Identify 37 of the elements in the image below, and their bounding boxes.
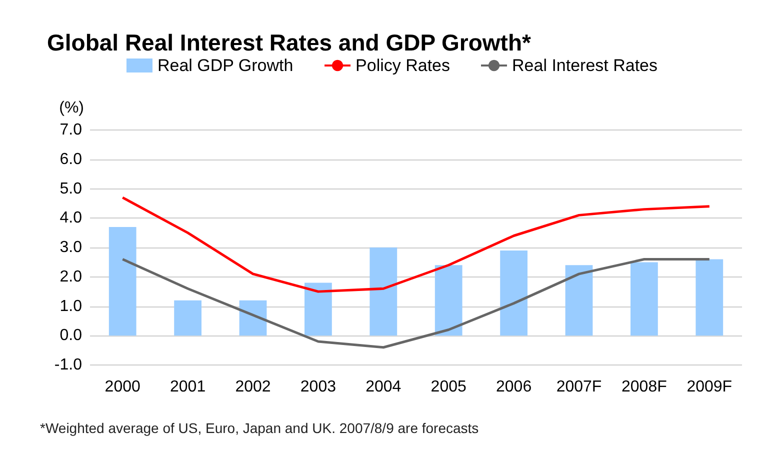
x-tick-label: 2003: [300, 378, 336, 396]
bar: [696, 259, 724, 336]
bar: [630, 262, 658, 336]
y-tick-label: 4.0: [60, 210, 82, 227]
legend-label: Real GDP Growth: [157, 56, 294, 75]
x-tick-label: 2004: [366, 378, 402, 396]
x-tick-label: 2001: [170, 378, 206, 396]
y-tick-label: 6.0: [60, 150, 82, 168]
bar: [500, 250, 528, 336]
y-tick-label: 1.0: [60, 298, 82, 315]
bar: [239, 300, 267, 336]
x-tick-label: 2005: [430, 378, 466, 396]
x-tick-label: 2007F: [556, 378, 602, 396]
y-tick-label: 2.0: [60, 268, 82, 286]
legend-label: Real Interest Rates: [512, 56, 658, 75]
chart-title: Global Real Interest Rates and GDP Growth*: [47, 30, 532, 56]
y-tick-label: 7.0: [60, 122, 82, 138]
bar: [434, 265, 462, 336]
line-series: [121, 196, 711, 293]
y-tick-label: 3.0: [60, 239, 82, 256]
legend-label: Policy Rates: [356, 56, 450, 75]
y-tick-label: 0.0: [60, 327, 82, 344]
x-tick-label: 2006: [496, 378, 532, 396]
line-series: [121, 258, 711, 349]
x-tick-label: 2009F: [686, 378, 732, 396]
bar: [174, 300, 202, 336]
bar: [108, 226, 136, 336]
text: *Weighted average of US, Euro, Japan and UK. 2007/8/9 are forecasts: [40, 420, 479, 436]
bar: [370, 248, 398, 336]
y-axis-title: (%): [59, 100, 84, 116]
y-tick-label: 5.0: [60, 180, 82, 198]
bar: [565, 265, 593, 336]
bar: [304, 282, 332, 336]
x-tick-label: 2002: [235, 378, 271, 396]
x-tick-label: 2000: [104, 378, 140, 396]
x-tick-label: 2008F: [622, 378, 668, 396]
y-tick-label: -1.0: [54, 356, 82, 374]
